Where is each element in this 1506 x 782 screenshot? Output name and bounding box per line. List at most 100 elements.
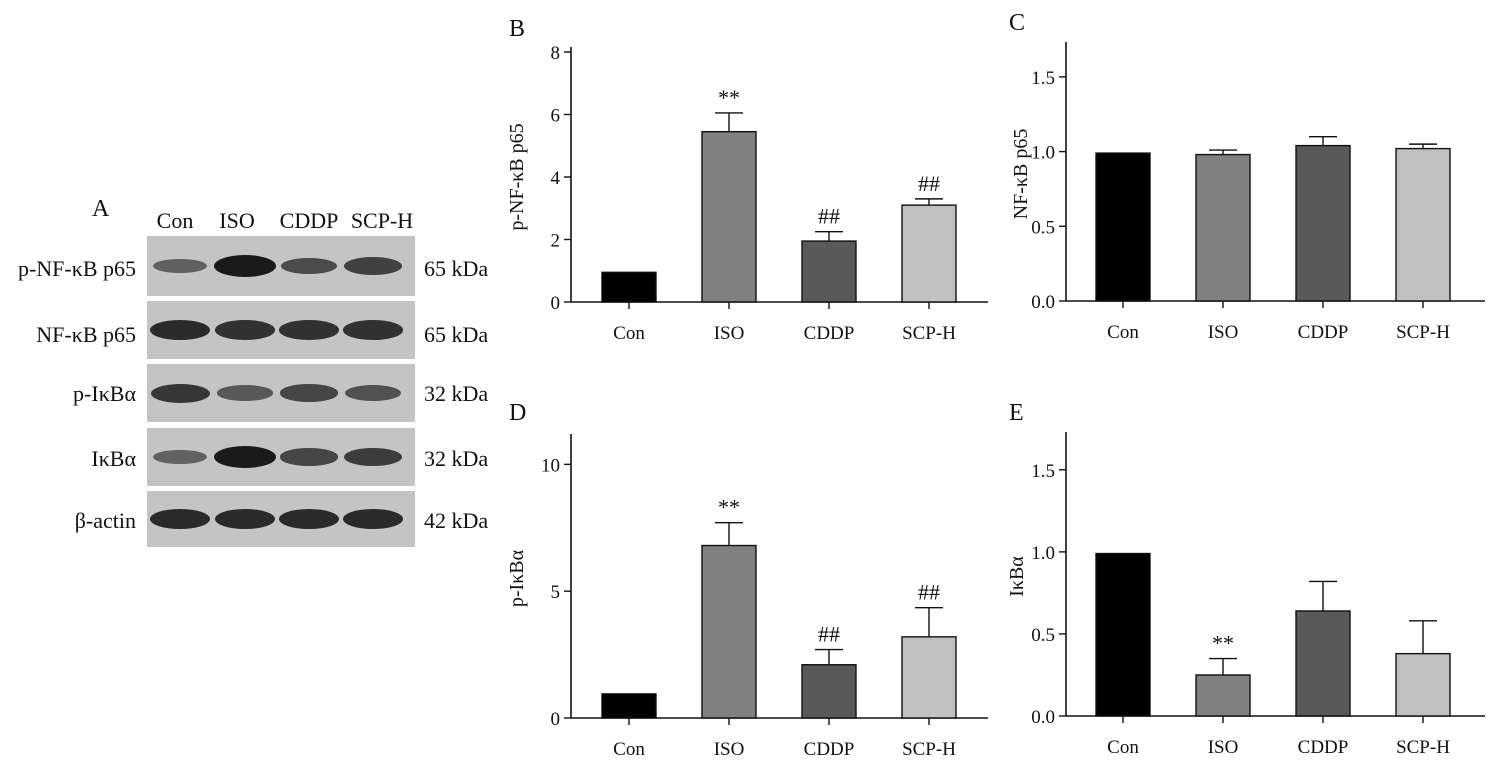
chart-d-p-ikba: D 0 5 10 p-IκBα Con ISO ** CDDP ## SCP-H ##: [506, 400, 988, 760]
blot-band: [149, 319, 211, 341]
bar-iso: [1195, 153, 1251, 302]
kda-label-p-ikba: 32 kDa: [424, 381, 489, 406]
x-tick-label: ISO: [714, 323, 745, 344]
kda-label-nfkb-p65: 65 kDa: [424, 322, 489, 347]
x-tick-label: ISO: [714, 739, 745, 760]
kda-label-ikba: 32 kDa: [424, 446, 489, 471]
bar-scp-h: [1395, 652, 1451, 717]
panel-letter-a: A: [92, 196, 110, 222]
row-label-p-nfkb-p65: p-NF-κB p65: [17, 256, 136, 281]
y-axis-label: NF-κB p65: [1010, 129, 1032, 220]
bar-con: [601, 693, 657, 719]
y-axis-label: IκBα: [1006, 556, 1028, 597]
panel-letter: E: [1009, 400, 1024, 426]
chart-e-ikba: E 0.0 0.5 1.0 1.5 IκBα Con ISO ** CDDP SCP-H: [1006, 400, 1485, 758]
x-tick-label: CDDP: [804, 323, 855, 344]
bar-cddp: [1295, 610, 1351, 717]
significance-label: **: [718, 495, 740, 520]
x-tick-label: ISO: [1208, 737, 1239, 758]
bar-con: [1095, 152, 1151, 302]
x-tick-label: CDDP: [1298, 737, 1349, 758]
blot-band: [280, 448, 338, 466]
y-tick-label: 0: [551, 293, 561, 314]
blot-band: [217, 385, 273, 401]
bar-cddp: [1295, 144, 1351, 302]
bar-scp-h: [901, 204, 957, 303]
x-tick-label: SCP-H: [902, 739, 956, 760]
x-tick-label: SCP-H: [902, 323, 956, 344]
y-tick-label: 1.5: [1031, 68, 1055, 89]
blot-band: [215, 320, 275, 340]
x-tick-label: Con: [613, 323, 645, 344]
x-tick-label: SCP-H: [1396, 322, 1450, 343]
blot-band: [278, 508, 340, 530]
significance-label: ##: [818, 622, 840, 647]
bar-con: [601, 271, 657, 303]
x-tick-label: ISO: [1208, 322, 1239, 343]
y-tick-label: 1.5: [1031, 461, 1055, 482]
x-tick-label: SCP-H: [1396, 737, 1450, 758]
blot-strip-p-nfkb-p65: [147, 236, 415, 296]
y-tick-label: 0.5: [1031, 625, 1055, 646]
kda-label-beta-actin: 42 kDa: [424, 508, 489, 533]
y-tick-label: 2: [551, 231, 561, 252]
y-tick-label: 8: [551, 43, 561, 64]
y-tick-label: 4: [551, 168, 561, 189]
y-tick-label: 1.0: [1031, 143, 1055, 164]
panel-letter: C: [1009, 10, 1025, 36]
lane-label-scp-h: SCP-H: [350, 208, 414, 233]
x-tick-label: Con: [1107, 737, 1139, 758]
blot-strip-p-ikba: [147, 364, 415, 422]
x-tick-label: CDDP: [1298, 322, 1349, 343]
significance-label: **: [1212, 631, 1234, 656]
bar-scp-h: [1395, 147, 1451, 302]
blot-strip-beta-actin: [147, 491, 415, 547]
lane-label-cddp: CDDP: [279, 208, 339, 233]
blot-band: [343, 320, 403, 340]
y-axis-label: p-IκBα: [506, 549, 528, 607]
blot-band: [279, 320, 339, 340]
chart-c-nfkb-p65: C 0.0 0.5 1.0 1.5 NF-κB p65 Con ISO CDDP SCP-H: [1009, 10, 1485, 343]
y-tick-label: 0.0: [1031, 292, 1055, 313]
blot-band: [152, 449, 208, 465]
y-tick-label: 0: [551, 709, 561, 730]
blot-band: [152, 258, 208, 274]
bar-con: [1095, 552, 1151, 717]
bar-iso: [701, 544, 757, 719]
bar-iso: [1195, 674, 1251, 717]
significance-label: ##: [918, 580, 940, 605]
blot-band: [342, 508, 404, 530]
blot-band: [214, 255, 276, 277]
western-blot-panel: A Con ISO CDDP SCP-H p-NF-κB p65 NF-κB p…: [0, 0, 500, 782]
row-label-nfkb-p65: NF-κB p65: [36, 322, 136, 347]
blot-band: [343, 447, 403, 467]
panel-letter: D: [509, 400, 526, 426]
bar-cddp: [801, 664, 857, 719]
chart-b-p-nfkb-p65: B 0 2 4 6 8 p-NF-κB p65 Con ISO ** CDDP ## SCP-H ##: [506, 16, 988, 344]
bar-scp-h: [901, 636, 957, 719]
bar-iso: [701, 130, 757, 303]
significance-label: **: [718, 85, 740, 110]
blot-band: [150, 383, 210, 403]
kda-label-p-nfkb-p65: 65 kDa: [424, 256, 489, 281]
significance-label: ##: [818, 204, 840, 229]
panel-letter: B: [509, 16, 525, 42]
row-label-beta-actin: β-actin: [74, 508, 136, 533]
y-tick-label: 5: [551, 582, 561, 603]
blot-band: [345, 385, 401, 401]
blot-strip-nfkb-p65: [147, 301, 415, 359]
y-axis-label: p-NF-κB p65: [506, 123, 528, 230]
blot-band: [214, 508, 276, 530]
y-tick-label: 0.5: [1031, 217, 1055, 238]
x-tick-label: CDDP: [804, 739, 855, 760]
lane-label-con: Con: [156, 208, 194, 233]
blot-band: [149, 508, 211, 530]
y-tick-label: 0.0: [1031, 707, 1055, 728]
blot-band: [214, 446, 276, 468]
x-tick-label: Con: [613, 739, 645, 760]
significance-label: ##: [918, 171, 940, 196]
bar-cddp: [801, 240, 857, 303]
lane-label-iso: ISO: [219, 208, 255, 233]
y-tick-label: 10: [541, 455, 560, 476]
blot-strip-ikba: [147, 428, 415, 486]
